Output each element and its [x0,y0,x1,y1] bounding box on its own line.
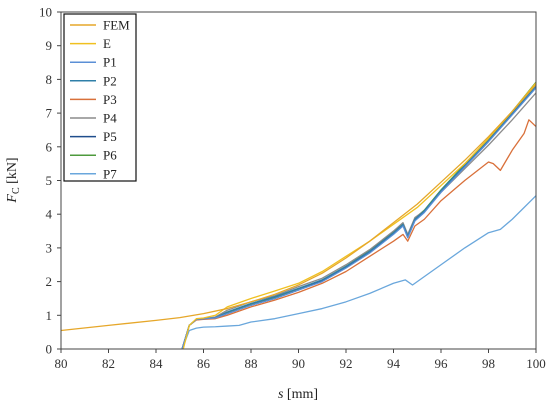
x-tick-label: 94 [387,356,401,371]
legend-label-p6: P6 [103,148,117,163]
y-tick-label: 7 [46,106,53,121]
series-line-p1 [181,87,537,350]
series-line-p3 [181,119,537,350]
series-line-p7 [181,195,537,350]
y-tick-label: 2 [46,274,53,289]
x-tick-label: 96 [435,356,449,371]
x-tick-label: 84 [150,356,164,371]
legend-label-e: E [103,36,111,51]
y-tick-label: 6 [46,139,53,154]
series-line-fem [60,84,537,332]
series-line-e [182,82,537,350]
y-axis-unit: [kN] [5,157,20,183]
legend-label-p7: P7 [103,166,117,181]
y-tick-label: 1 [46,308,53,323]
legend-label-p1: P1 [103,55,117,70]
y-tick-label: 3 [46,240,53,255]
series-line-p2 [181,85,537,350]
x-tick-label: 92 [340,356,353,371]
y-tick-label: 10 [39,5,52,20]
x-axis-unit: [mm] [287,387,318,402]
x-tick-label: 80 [55,356,68,371]
plot-lines [60,81,537,350]
y-axis: 0 1 2 3 4 5 6 7 8 9 10 [39,5,61,357]
y-tick-label: 4 [46,207,53,222]
y-axis-subscript: C [11,187,22,194]
legend: FEM E P1 P2 P3 P4 P5 P6 P7 [63,13,137,182]
x-axis: 80 82 84 86 88 90 92 94 96 98 100 [55,349,546,371]
y-axis-symbol: F [5,194,20,204]
y-tick-label: 8 [46,72,53,87]
x-axis-label: s [mm] [278,387,318,402]
y-tick-label: 5 [46,173,53,188]
x-tick-label: 100 [526,356,546,371]
legend-label-p4: P4 [103,111,117,126]
legend-label-fem: FEM [103,18,130,33]
legend-label-p3: P3 [103,92,117,107]
x-axis-symbol: s [278,387,284,402]
x-tick-label: 88 [245,356,258,371]
y-tick-label: 9 [46,38,53,53]
legend-label-p2: P2 [103,73,117,88]
y-tick-label: 0 [46,342,53,357]
y-axis-label: FC [kN] [5,157,22,203]
x-tick-label: 98 [482,356,495,371]
x-tick-label: 82 [102,356,115,371]
x-tick-label: 86 [197,356,211,371]
legend-label-p5: P5 [103,129,117,144]
legend-box [63,13,137,182]
x-tick-label: 90 [292,356,305,371]
